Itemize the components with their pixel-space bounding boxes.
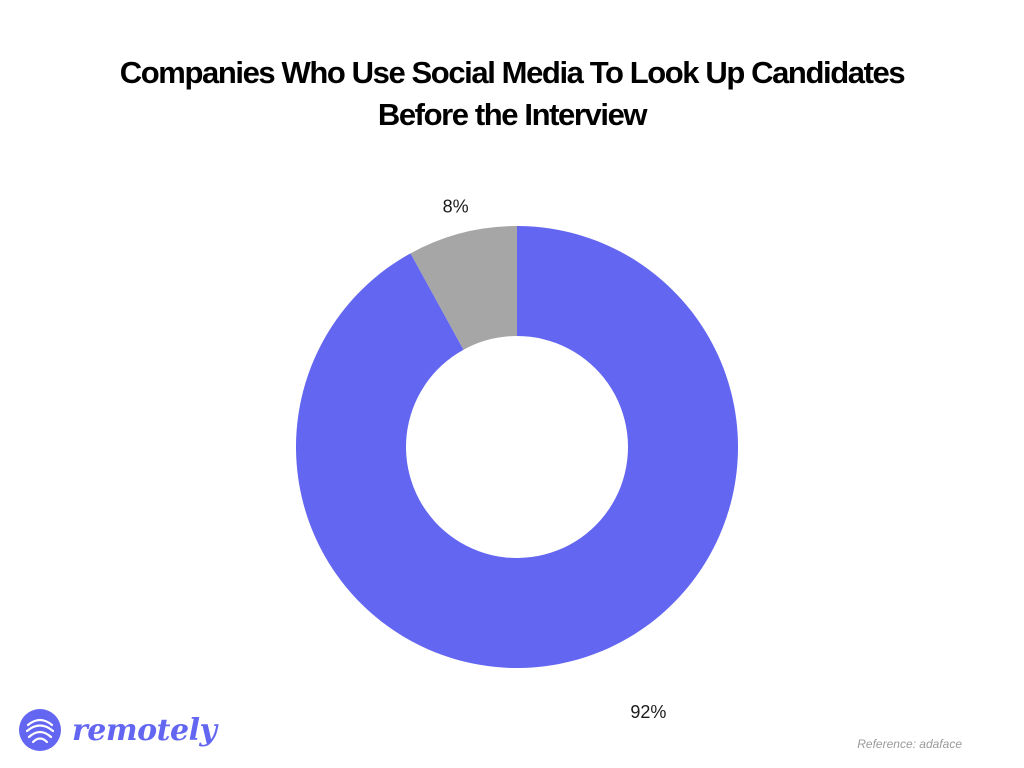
data-label-8-percent: 8% <box>443 197 469 217</box>
chart-title: Companies Who Use Social Media To Look U… <box>0 52 1024 136</box>
donut-slice-92-percent <box>296 226 738 669</box>
chart-title-line-1: Companies Who Use Social Media To Look U… <box>119 55 906 90</box>
donut-slice-8-percent <box>410 226 517 350</box>
remotely-logo-icon <box>19 709 61 751</box>
remotely-logo: remotely <box>18 708 217 752</box>
data-label-92-percent: 92% <box>630 702 666 722</box>
reference-note: Reference: adaface <box>857 737 962 751</box>
chart-title-line-2: Before the Interview <box>377 97 648 132</box>
remotely-logo-text: remotely <box>72 712 217 748</box>
